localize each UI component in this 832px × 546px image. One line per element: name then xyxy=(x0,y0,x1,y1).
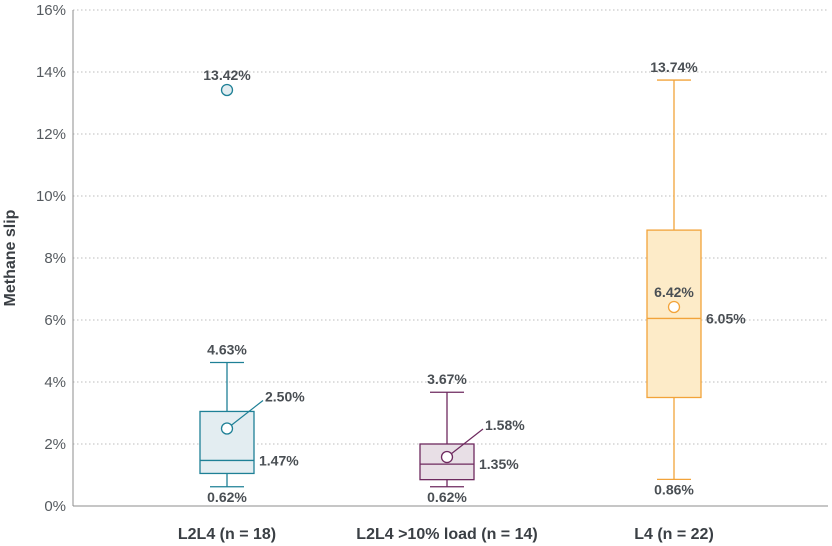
y-tick-label: 12% xyxy=(36,126,66,143)
max-label: 3.67% xyxy=(427,371,467,387)
y-axis: 0% 2% 4% 6% 8% 10% 12% 14% 16% xyxy=(36,2,74,515)
box-plot-group: 13.42% 4.63% 0.62% 1.47% 2.50% L2L4 (n = 18) xyxy=(178,67,305,543)
median-label: 6.05% xyxy=(706,310,746,326)
max-label: 4.63% xyxy=(207,341,247,357)
mean-label: 2.50% xyxy=(265,389,305,405)
category-label: L2L4 >10% load (n = 14) xyxy=(356,526,537,543)
mean-marker xyxy=(220,422,234,435)
box-plot-group: 3.67% 0.62% 1.35% 1.58% L2L4 >10% load (n = … xyxy=(356,371,537,543)
iqr-box xyxy=(646,229,702,399)
y-tick-label: 0% xyxy=(44,498,66,515)
outlier-point xyxy=(220,83,234,97)
mean-leader-line xyxy=(230,400,264,426)
y-tick-label: 2% xyxy=(44,436,66,453)
category-label: L4 (n = 22) xyxy=(634,526,714,543)
y-tick-label: 14% xyxy=(36,64,66,81)
y-tick-label: 10% xyxy=(36,188,66,205)
y-tick-label: 16% xyxy=(36,2,66,19)
min-label: 0.86% xyxy=(654,481,694,497)
min-label: 0.62% xyxy=(427,489,467,505)
category-label: L2L4 (n = 18) xyxy=(178,526,276,543)
max-label: 13.74% xyxy=(650,59,698,75)
mean-marker xyxy=(440,450,454,464)
y-tick-label: 6% xyxy=(44,312,66,329)
box-plot-group: 13.74% 0.86% 6.05% 6.42% L4 (n = 22) xyxy=(634,59,746,543)
y-tick-label: 4% xyxy=(44,374,66,391)
mean-leader-line xyxy=(450,428,484,455)
grid-lines xyxy=(73,9,828,507)
mean-label: 6.42% xyxy=(654,284,694,300)
median-label: 1.47% xyxy=(259,452,299,468)
y-axis-label: Methane slip xyxy=(2,209,19,306)
mean-marker xyxy=(667,300,681,314)
median-label: 1.35% xyxy=(479,456,519,472)
box-plots: 13.42% 4.63% 0.62% 1.47% 2.50% L2L4 (n = 18) 3… xyxy=(178,59,746,543)
y-tick-label: 8% xyxy=(44,250,66,267)
mean-label: 1.58% xyxy=(485,417,525,433)
iqr-box xyxy=(199,410,255,475)
outlier-label: 13.42% xyxy=(203,67,251,83)
min-label: 0.62% xyxy=(207,489,247,505)
